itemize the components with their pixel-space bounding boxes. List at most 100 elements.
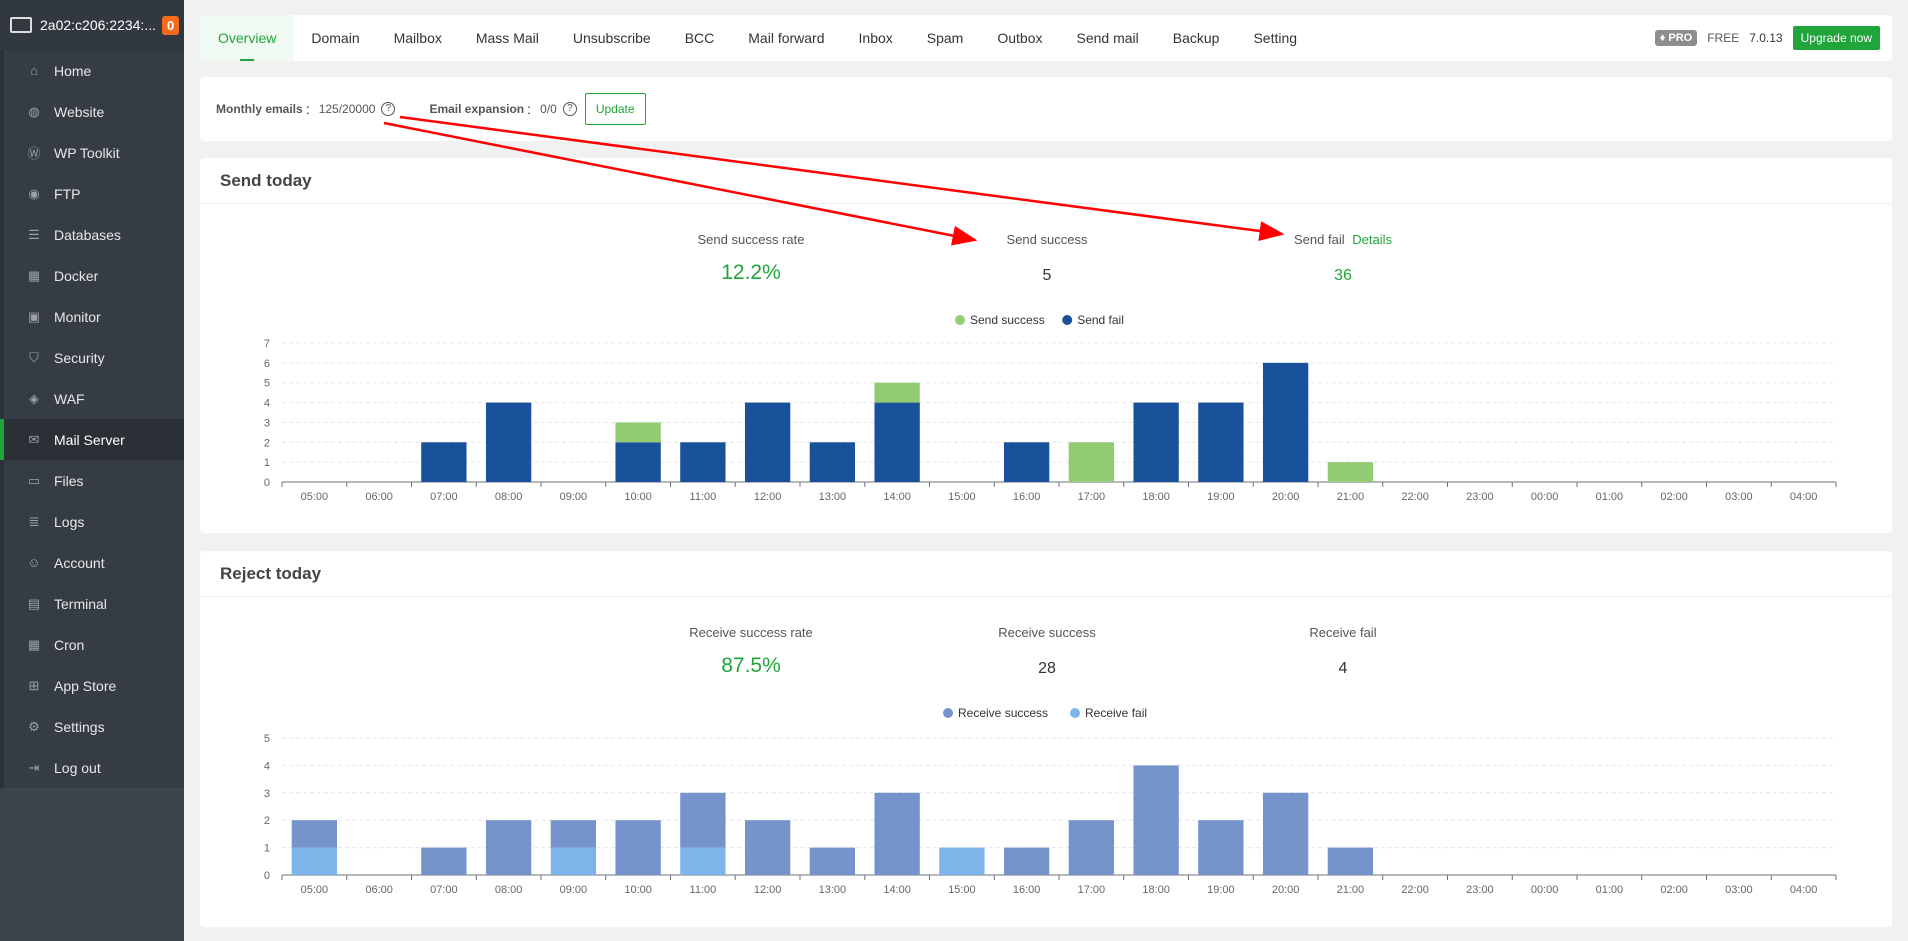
sidebar-item-label: WAF [54,390,85,407]
x-tick-label: 06:00 [365,884,393,896]
x-tick-label: 18:00 [1142,491,1170,503]
wordpress-icon: Ⓦ [27,146,41,161]
sidebar-item-app-store[interactable]: ⊞ App Store [4,665,184,706]
bar-send-fail [615,442,661,482]
globe-icon: ◍ [28,103,40,119]
sidebar-item-wp-toolkit[interactable]: Ⓦ WP Toolkit [4,132,184,173]
tab-outbox[interactable]: Outbox [997,30,1043,46]
tab-mailbox[interactable]: Mailbox [393,30,442,46]
x-tick-label: 03:00 [1725,884,1753,896]
bar-send-success [1327,462,1374,482]
bar-send-fail [1262,362,1309,482]
receive-chart: Receive success Receive fail 0 1 2 3 4 5 05:00 06… [264,706,1837,896]
sidebar-item-label: Terminal [54,595,107,612]
sidebar-item-mail-server[interactable]: ✉ Mail Server [0,419,184,460]
tab-overview[interactable]: Overview [200,15,295,61]
y-tick-label: 4 [264,760,270,772]
shield-icon: ⛉ [29,349,39,365]
sidebar-item-security[interactable]: ⛉ Security [4,337,184,378]
tab-inbox[interactable]: Inbox [858,30,893,46]
tab-mail-forward[interactable]: Mail forward [748,30,825,46]
y-tick-label: 7 [264,338,270,350]
y-tick-label: 1 [264,843,270,855]
sidebar-item-monitor[interactable]: ▣ Monitor [4,296,184,337]
help-icon[interactable]: ? [562,102,577,116]
sidebar-item-files[interactable]: ▭ Files [4,460,184,501]
home-icon: ⌂ [30,63,38,78]
x-tick-label: 02:00 [1660,884,1688,896]
tab-spam[interactable]: Spam [926,30,964,46]
x-tick-label: 11:00 [690,491,717,503]
legend-marker [955,315,965,325]
monitor-icon: ▣ [27,308,41,324]
sidebar-item-label: Logs [54,513,85,530]
receive-fail-label: Receive fail [1309,625,1377,640]
x-tick-label: 00:00 [1531,884,1559,896]
bar-receive-success [1133,765,1179,875]
tab-setting[interactable]: Setting [1253,30,1298,46]
bar-receive-success [615,820,661,875]
bar-send-fail [680,442,726,482]
sidebar-item-cron[interactable]: ▦ Cron [4,624,184,665]
x-tick-label: 17:00 [1078,491,1106,503]
pro-badge[interactable]: ♦ PRO [1654,30,1698,46]
receive-success-label: Receive success [998,625,1096,640]
sidebar-item-databases[interactable]: ☰ Databases [4,214,184,255]
tab-mass-mail[interactable]: Mass Mail [475,30,539,46]
receive-rate-label: Receive success rate [689,625,813,640]
update-button[interactable]: Update [584,93,646,125]
sidebar-item-label: Home [54,62,92,79]
help-icon[interactable]: ? [381,102,396,116]
sidebar-item-logs[interactable]: ≣ Logs [4,501,184,542]
sidebar-item-docker[interactable]: ▦ Docker [4,255,184,296]
database-icon: ☰ [28,226,40,242]
x-tick-label: 05:00 [301,491,329,503]
tab-domain[interactable]: Domain [311,30,360,46]
legend-marker [1062,315,1073,325]
legend-label: Send fail [1077,313,1124,327]
bar-receive-success [550,820,597,848]
y-tick-label: 0 [264,870,270,882]
sidebar-item-website[interactable]: ◍ Website [4,91,184,132]
x-tick-label: 21:00 [1337,491,1365,503]
legend-label: Receive fail [1085,706,1147,720]
sidebar-item-home[interactable]: ⌂ Home [4,50,184,91]
bar-receive-success [1068,820,1115,875]
tab-unsubscribe[interactable]: Unsubscribe [572,30,651,46]
y-tick-label: 1 [264,457,270,469]
sidebar-item-ftp[interactable]: ◉ FTP [4,173,184,214]
bar-receive-success [744,820,791,875]
sidebar-item-log-out[interactable]: ⇥ Log out [4,747,184,788]
tab-backup[interactable]: Backup [1172,30,1220,46]
x-tick-label: 17:00 [1078,884,1106,896]
server-header[interactable]: 2a02:c206:2234:... 0 [0,0,184,50]
mail-tabs: Overview Domain Mailbox Mass Mail Unsubscrib… [200,15,1892,61]
ftp-icon: ◉ [28,185,40,201]
x-tick-label: 07:00 [430,491,458,503]
x-tick-label: 09:00 [560,884,588,896]
sidebar-item-label: Files [54,472,84,489]
logs-icon: ≣ [28,513,40,529]
terminal-icon: ▤ [27,595,41,611]
notification-badge[interactable]: 0 [162,15,180,35]
send-fail-label: Send fail [1294,232,1345,247]
send-rate-value: 12.2% [721,261,781,284]
x-tick-label: 20:00 [1272,884,1300,896]
bar-receive-fail [939,847,985,875]
bar-send-fail [744,402,791,482]
bar-receive-success [1198,820,1244,875]
y-tick-label: 3 [264,788,270,800]
x-tick-label: 16:00 [1013,884,1041,896]
tab-bcc[interactable]: BCC [684,30,715,46]
details-link[interactable]: Details [1352,232,1392,247]
sidebar-item-waf[interactable]: ◈ WAF [4,378,184,419]
upgrade-button[interactable]: Upgrade now [1792,26,1880,50]
sidebar-item-settings[interactable]: ⚙ Settings [4,706,184,747]
bar-send-fail [874,402,920,482]
x-tick-label: 04:00 [1790,491,1818,503]
sidebar-item-label: Log out [54,759,101,776]
sidebar-item-account[interactable]: ☺ Account [4,542,184,583]
tab-send-mail[interactable]: Send mail [1076,30,1139,46]
bar-send-success [1068,442,1115,482]
sidebar-item-terminal[interactable]: ▤ Terminal [4,583,184,624]
